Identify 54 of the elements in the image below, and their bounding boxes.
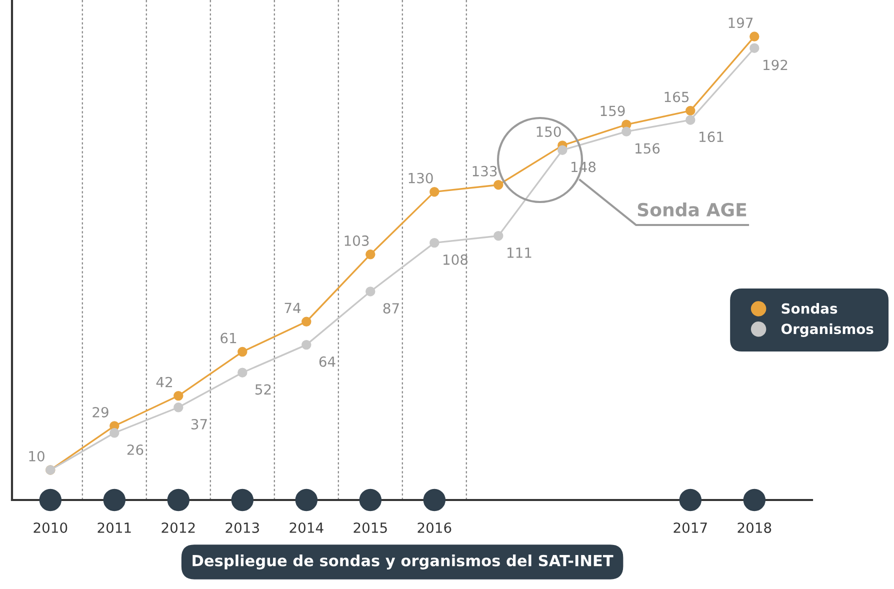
x-tick-label: 2014 bbox=[290, 522, 324, 533]
data-label: 87 bbox=[383, 303, 399, 314]
data-label: 29 bbox=[92, 406, 108, 418]
data-label: 74 bbox=[284, 302, 301, 313]
data-label: 165 bbox=[664, 92, 689, 102]
data-label: 111 bbox=[508, 248, 532, 258]
x-tick-label: 2018 bbox=[738, 522, 772, 533]
point bbox=[622, 126, 632, 136]
x-tick-label: 2016 bbox=[418, 522, 452, 533]
data-label: 150 bbox=[536, 126, 561, 137]
data-label: 156 bbox=[636, 143, 660, 154]
point bbox=[302, 316, 312, 326]
data-label: 161 bbox=[700, 132, 724, 142]
point bbox=[238, 368, 248, 378]
x-tick-label: 2015 bbox=[354, 522, 387, 533]
data-label: 42 bbox=[156, 376, 172, 388]
point bbox=[558, 145, 568, 155]
point bbox=[750, 32, 760, 42]
x-tick-label: 2010 bbox=[34, 522, 68, 533]
data-label: 159 bbox=[600, 106, 625, 116]
point bbox=[430, 186, 440, 197]
point bbox=[110, 428, 120, 438]
data-label: 103 bbox=[344, 235, 369, 246]
point bbox=[302, 340, 312, 350]
point bbox=[494, 231, 504, 241]
legend-label: Sondas bbox=[782, 303, 838, 314]
x-tick-label: 2017 bbox=[674, 522, 707, 533]
point bbox=[686, 115, 696, 125]
point bbox=[174, 402, 184, 412]
point bbox=[494, 180, 504, 190]
legend-label: Organismos bbox=[781, 323, 874, 337]
point bbox=[750, 43, 760, 53]
data-label: 130 bbox=[408, 172, 433, 184]
x-tick-label: 2013 bbox=[226, 522, 259, 533]
data-label: 64 bbox=[319, 356, 336, 367]
text: Despliegue de sondas y organismos del SAT-INET bbox=[192, 554, 614, 570]
point bbox=[238, 346, 248, 357]
data-label: 197 bbox=[728, 18, 753, 28]
point bbox=[686, 106, 696, 116]
point bbox=[430, 238, 440, 248]
data-label: 37 bbox=[191, 418, 207, 430]
data-label: 10 bbox=[29, 450, 44, 462]
point bbox=[366, 250, 376, 260]
point bbox=[366, 286, 376, 296]
data-label: 61 bbox=[220, 332, 236, 344]
point bbox=[174, 390, 184, 401]
x-tick-label: 2012 bbox=[162, 522, 195, 533]
data-label: 108 bbox=[444, 254, 468, 265]
data-label: 52 bbox=[255, 384, 271, 395]
data-label: 192 bbox=[764, 60, 788, 70]
annotation: Sonda AGE bbox=[638, 202, 746, 216]
x-tick-label: 2011 bbox=[98, 522, 131, 533]
data-label: 133 bbox=[472, 166, 497, 176]
data-label: 26 bbox=[127, 444, 144, 455]
